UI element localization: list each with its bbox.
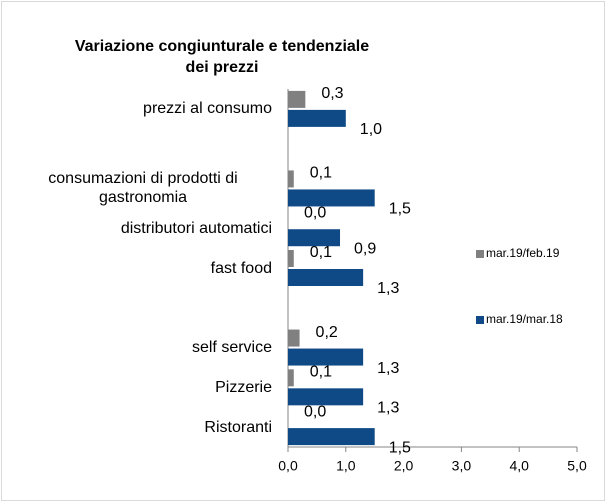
x-tick-label: 4,0 bbox=[509, 458, 529, 474]
y-tick-label: Ristoranti bbox=[204, 418, 272, 436]
x-tick-label: 3,0 bbox=[452, 458, 472, 474]
bar bbox=[288, 269, 364, 286]
x-tick-label: 0,0 bbox=[278, 458, 298, 474]
x-tick-label: 5,0 bbox=[567, 458, 587, 474]
data-label: 1,0 bbox=[360, 121, 382, 138]
data-label: 1,3 bbox=[377, 280, 399, 297]
data-label: 0,0 bbox=[304, 204, 326, 221]
data-label: 1,5 bbox=[389, 201, 411, 218]
bar bbox=[288, 170, 294, 188]
chart-title: Variazione congiunturale e tendenziale d… bbox=[74, 38, 370, 76]
bar bbox=[288, 369, 294, 387]
data-label: 0,1 bbox=[310, 364, 332, 381]
y-tick-label: prezzi al consumo bbox=[143, 100, 272, 118]
x-tick-label: 2,0 bbox=[394, 458, 414, 474]
bar bbox=[288, 189, 375, 207]
data-label: 1,3 bbox=[377, 360, 399, 377]
x-tick-label: 1,0 bbox=[336, 458, 356, 474]
bar bbox=[288, 428, 375, 446]
data-label: 0,9 bbox=[354, 240, 376, 257]
y-tick-label: distributori automatici bbox=[120, 219, 272, 237]
bar bbox=[288, 388, 364, 406]
bar bbox=[288, 250, 294, 267]
data-label: 0,1 bbox=[310, 165, 332, 182]
legend-swatch bbox=[476, 316, 484, 324]
data-label: 1,3 bbox=[377, 400, 399, 417]
data-label: 0,1 bbox=[310, 244, 332, 261]
data-label: 1,5 bbox=[389, 439, 411, 456]
y-tick-label: Pizzerie bbox=[215, 378, 272, 396]
bar bbox=[288, 90, 306, 108]
y-tick-label: fast food bbox=[210, 259, 272, 277]
data-label: 0,2 bbox=[316, 324, 338, 341]
bar bbox=[288, 229, 341, 247]
bar bbox=[288, 109, 346, 127]
legend-label: mar.19/mar.18 bbox=[486, 312, 563, 326]
data-label: 0,3 bbox=[321, 85, 343, 102]
y-tick-label: self service bbox=[191, 339, 272, 357]
data-label: 0,0 bbox=[304, 403, 326, 420]
legend-swatch bbox=[476, 250, 484, 258]
legend-label: mar.19/feb.19 bbox=[486, 246, 560, 260]
bar bbox=[288, 348, 364, 366]
bar bbox=[288, 329, 300, 347]
y-tick-label: consumazioni di prodotti di gastronomia bbox=[48, 170, 238, 207]
